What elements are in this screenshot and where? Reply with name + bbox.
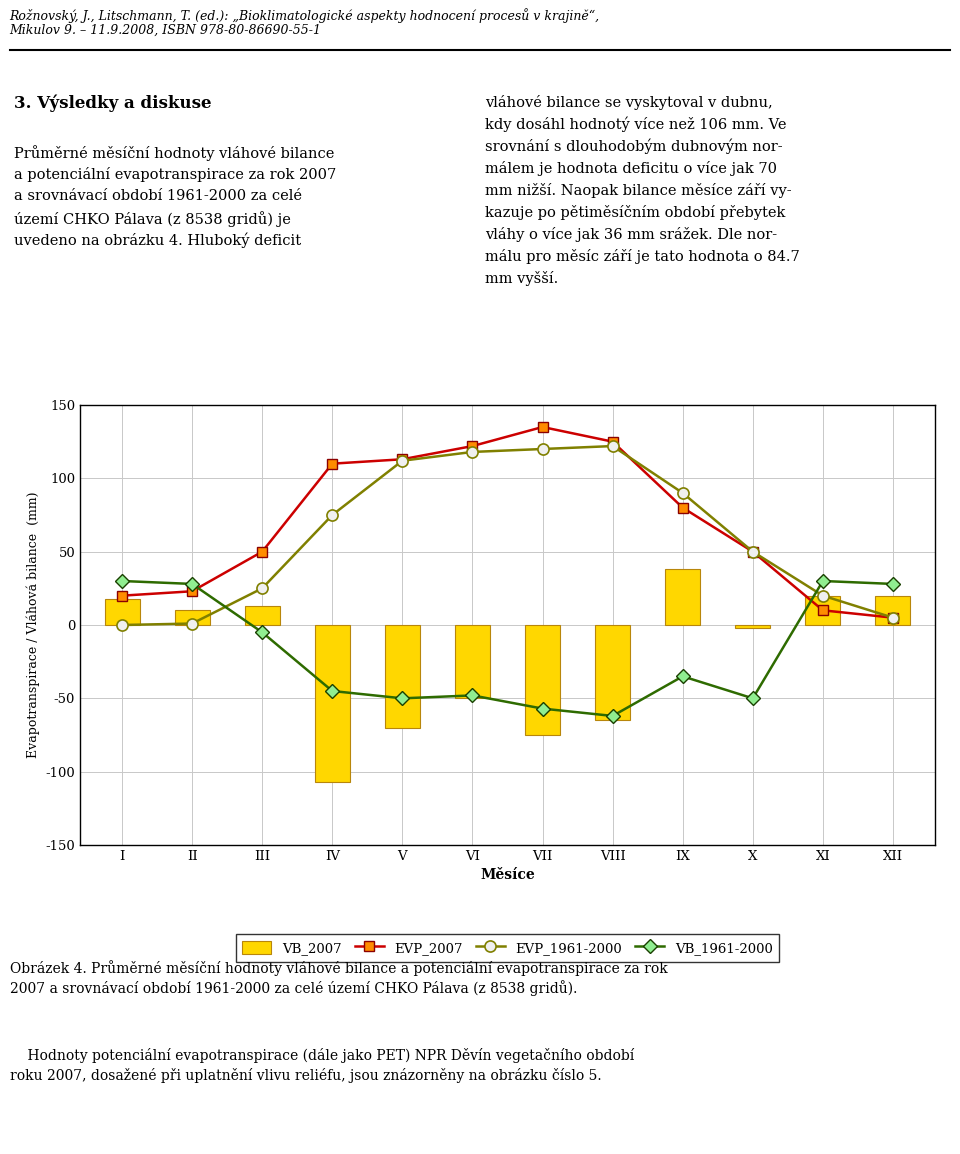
- Text: 2007 a srovnávací období 1961-2000 za celé území CHKO Pálava (z 8538 gridů).: 2007 a srovnávací období 1961-2000 za ce…: [10, 980, 577, 996]
- Text: mm nižší. Naopak bilance měsíce září vy-: mm nižší. Naopak bilance měsíce září vy-: [485, 183, 791, 198]
- Bar: [805, 595, 840, 625]
- Text: kazuje po pětiměsíčním období přebytek: kazuje po pětiměsíčním období přebytek: [485, 205, 785, 220]
- Text: mm vyšší.: mm vyšší.: [485, 271, 558, 286]
- Bar: [525, 625, 560, 735]
- Bar: [455, 625, 490, 698]
- Text: a potenciální evapotranspirace za rok 2007: a potenciální evapotranspirace za rok 20…: [14, 167, 337, 182]
- Bar: [665, 569, 700, 625]
- Text: Průměrné měsíční hodnoty vláhové bilance: Průměrné měsíční hodnoty vláhové bilance: [14, 145, 335, 160]
- X-axis label: Měsíce: Měsíce: [480, 869, 535, 883]
- Text: Mikulov 9. – 11.9.2008, ISBN 978-80-86690-55-1: Mikulov 9. – 11.9.2008, ISBN 978-80-8669…: [10, 24, 322, 37]
- Text: Hodnoty potenciální evapotranspirace (dále jako PET) NPR Děvín vegetačního obdob: Hodnoty potenciální evapotranspirace (dá…: [10, 1048, 634, 1063]
- Bar: [876, 595, 910, 625]
- Text: uvedeno na obrázku 4. Hluboký deficit: uvedeno na obrázku 4. Hluboký deficit: [14, 233, 301, 248]
- Y-axis label: Evapotranspirace / Vláhová bilance  (mm): Evapotranspirace / Vláhová bilance (mm): [26, 492, 39, 758]
- Bar: [315, 625, 349, 782]
- Text: Obrázek 4. Průměrné měsíční hodnoty vláhové bilance a potenciální evapotranspira: Obrázek 4. Průměrné měsíční hodnoty vláh…: [10, 960, 667, 976]
- Bar: [735, 625, 770, 628]
- Text: vláhy o více jak 36 mm srážek. Dle nor-: vláhy o více jak 36 mm srážek. Dle nor-: [485, 227, 777, 242]
- Bar: [245, 606, 279, 625]
- Bar: [595, 625, 630, 720]
- Text: vláhové bilance se vyskytoval v dubnu,: vláhové bilance se vyskytoval v dubnu,: [485, 95, 773, 110]
- Bar: [175, 610, 209, 625]
- Bar: [105, 599, 139, 625]
- Text: území CHKO Pálava (z 8538 gridů) je: území CHKO Pálava (z 8538 gridů) je: [14, 211, 291, 227]
- Text: roku 2007, dosažené při uplatnění vlivu reliéfu, jsou znázorněny na obrázku čísl: roku 2007, dosažené při uplatnění vlivu …: [10, 1067, 601, 1082]
- Text: srovnání s dlouhodobým dubnovým nor-: srovnání s dlouhodobým dubnovým nor-: [485, 138, 782, 155]
- Text: kdy dosáhl hodnotý více než 106 mm. Ve: kdy dosáhl hodnotý více než 106 mm. Ve: [485, 117, 786, 133]
- Bar: [385, 625, 420, 728]
- Legend: VB_2007, EVP_2007, EVP_1961-2000, VB_1961-2000: VB_2007, EVP_2007, EVP_1961-2000, VB_196…: [235, 935, 780, 961]
- Text: málem je hodnota deficitu o více jak 70: málem je hodnota deficitu o více jak 70: [485, 162, 777, 177]
- Text: a srovnávací období 1961-2000 za celé: a srovnávací období 1961-2000 za celé: [14, 189, 302, 203]
- Text: Rožnovský, J., Litschmann, T. (ed.): „Bioklimatologické aspekty hodnocení proces: Rožnovský, J., Litschmann, T. (ed.): „Bi…: [10, 8, 600, 23]
- Text: 3. Výsledky a diskuse: 3. Výsledky a diskuse: [14, 95, 212, 112]
- Text: málu pro měsíc září je tato hodnota o 84.7: málu pro měsíc září je tato hodnota o 84…: [485, 249, 800, 264]
